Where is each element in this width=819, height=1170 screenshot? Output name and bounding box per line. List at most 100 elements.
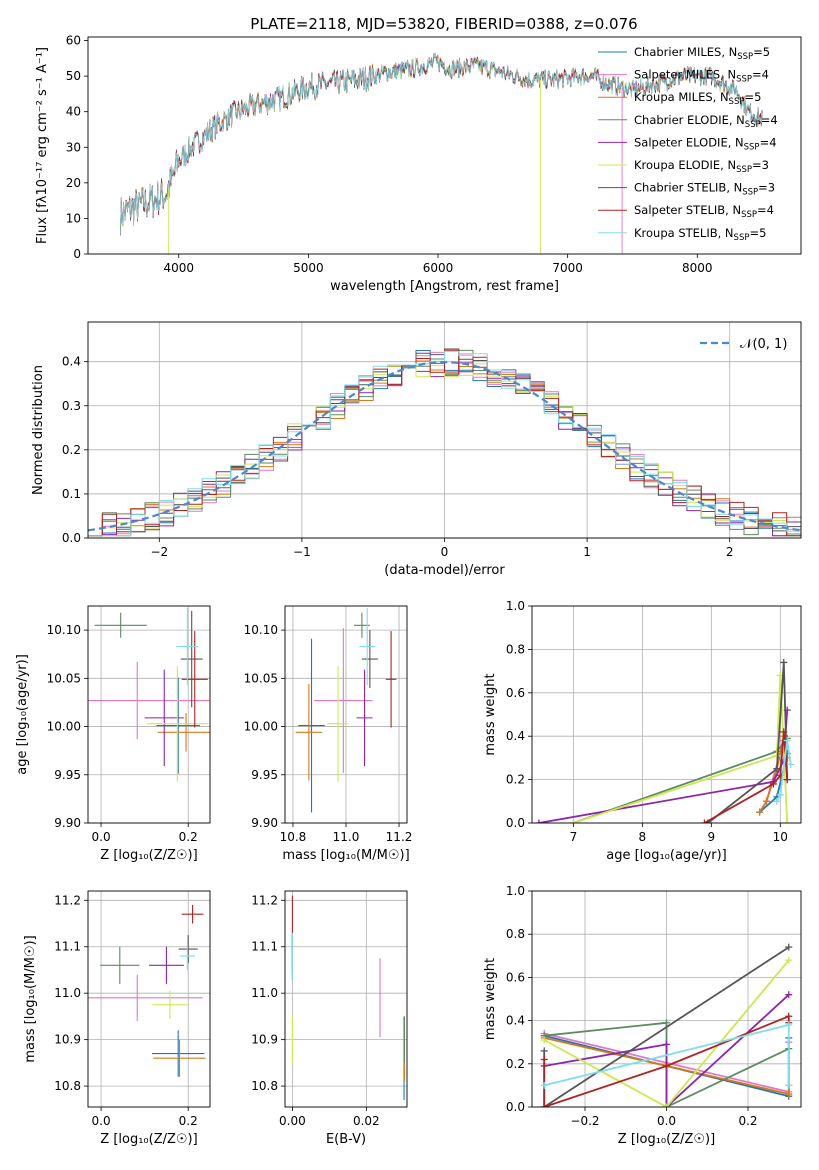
axes-frame xyxy=(531,890,802,1108)
x-tick-label: 0.2 xyxy=(738,1114,757,1128)
y-axis-label: Normed distribution xyxy=(31,365,46,495)
errorbar-point-chabrier_stelib xyxy=(178,935,198,963)
legend-entry: Salpeter MILES, NSSP=4 xyxy=(634,68,769,85)
y-tick-label: 10.00 xyxy=(244,720,278,734)
y-tick-label: 10.05 xyxy=(244,671,278,685)
panel-mass_vs_ebv: 0.00 0.02 10.8 10.9 11.0 11.1 11.2 E(B-V) xyxy=(251,890,408,1147)
histogram-kroupa_stelib xyxy=(88,350,801,537)
x-tick-label: 7 xyxy=(570,830,578,844)
x-axis-label: mass [log₁₀(M/M☉)] xyxy=(282,848,409,863)
errorbar-point-kroupa_miles xyxy=(295,684,323,781)
plot-area xyxy=(291,895,405,1101)
weight-marker xyxy=(785,956,793,964)
x-tick-label: 8 xyxy=(639,830,647,844)
weight-marker xyxy=(663,1062,670,1070)
y-tick-label: 0.4 xyxy=(506,1014,525,1028)
axes-frame xyxy=(87,321,802,539)
panel-age_vs_Z: 0.0 0.2 9.90 9.95 10.00 10.05 10.10 Z [log₁₀(Z/… xyxy=(15,605,211,863)
weight-marker xyxy=(756,808,764,816)
x-axis-label: Z [log₁₀(Z/Z☉)] xyxy=(100,848,197,863)
y-tick-label: 0.2 xyxy=(506,773,525,787)
y-tick-label: 30 xyxy=(66,140,81,154)
plot-area xyxy=(295,607,397,813)
y-tick-label: 9.95 xyxy=(251,768,278,782)
y-axis-label-main: mass weight xyxy=(483,958,498,1040)
x-axis-label: age [log₁₀(age/yr)] xyxy=(606,848,727,863)
x-tick-label: 2 xyxy=(726,545,734,559)
y-axis-label-main: age [log₁₀(age/yr)] xyxy=(15,654,30,775)
weight-line xyxy=(573,675,789,823)
axes-frame xyxy=(531,605,802,824)
y-tick-label: 10.00 xyxy=(47,720,81,734)
plot-area xyxy=(88,904,206,1077)
y-tick-label: 1.0 xyxy=(506,884,525,898)
x-tick-label: 8000 xyxy=(682,261,713,275)
errorbar-point-salpeter_stelib xyxy=(385,631,397,728)
errorbar-point-kroupa_stelib xyxy=(359,607,376,686)
y-tick-label: 0.3 xyxy=(62,399,81,413)
plot-area xyxy=(88,348,801,537)
panel-residuals: −2 −1 0 1 2 0.0 0.1 0.2 0.3 0.4 (data-model)/error… xyxy=(31,321,802,578)
y-tick-label: 50 xyxy=(66,69,81,83)
panel-weight_vs_age: 7 8 9 10 0.0 0.2 0.4 0.6 0.8 1.0 age [log₁₀(age/yr… xyxy=(483,599,802,863)
legend-entry: Chabrier MILES, NSSP=5 xyxy=(634,45,770,62)
normal-curve xyxy=(88,360,801,532)
y-tick-label: 9.95 xyxy=(54,768,81,782)
weight-series-kroupa_stelib xyxy=(540,1021,793,1089)
y-axis-label-main: mass [log₁₀(M/M☉)] xyxy=(23,935,38,1062)
errorbar-point-kroupa_miles xyxy=(153,1039,206,1077)
y-tick-label: 0.8 xyxy=(506,642,525,656)
y-tick-label: 10.9 xyxy=(251,1033,278,1047)
x-axis-label: Z [log₁₀(Z/Z☉)] xyxy=(618,1132,715,1147)
errorbar-point-salpeter_miles xyxy=(314,628,373,773)
errorbar-point-chabrier_miles xyxy=(152,1030,205,1077)
x-tick-label: 1 xyxy=(583,545,591,559)
weight-marker xyxy=(785,1081,793,1089)
axes-frame xyxy=(87,605,211,824)
x-axis-label: E(B-V) xyxy=(326,1132,366,1147)
errorbar-point-salpeter_stelib xyxy=(181,631,208,728)
y-tick-label: 0.6 xyxy=(506,970,525,984)
x-tick-label: 5000 xyxy=(293,261,324,275)
plot-area xyxy=(88,607,210,782)
weight-marker xyxy=(776,791,784,799)
weight-marker xyxy=(773,797,781,805)
legend: Chabrier MILES, NSSP=5 Salpeter MILES, NS… xyxy=(598,45,778,243)
y-tick-label: 60 xyxy=(66,34,81,48)
y-tick-label: 10 xyxy=(66,211,81,225)
errorbar-point-kroupa_miles xyxy=(157,713,210,752)
y-tick-label: 10.8 xyxy=(251,1079,278,1093)
weight-line xyxy=(707,662,789,823)
errorbar-point-chabrier_elodie xyxy=(100,946,140,984)
weight-marker xyxy=(535,819,543,823)
y-tick-label: 11.2 xyxy=(251,893,278,907)
y-axis-label: Flux [fλ10⁻¹⁷ erg cm⁻² s⁻¹ A⁻¹] xyxy=(35,47,50,244)
panel-spectrum: 4000 5000 6000 7000 8000 0 10 20 30 40 50 60 wavelen… xyxy=(35,34,802,294)
y-tick-label: 11.1 xyxy=(251,940,278,954)
legend: 𝒩(0, 1) xyxy=(700,337,787,352)
y-axis-label: age [log₁₀(age/yr)] xyxy=(15,654,30,775)
grid xyxy=(88,891,210,1107)
x-tick-label: 0.0 xyxy=(92,1114,111,1128)
weight-marker xyxy=(569,819,577,823)
legend-entry: Salpeter ELODIE, NSSP=4 xyxy=(634,135,777,152)
x-tick-label: 4000 xyxy=(163,261,194,275)
legend-entry: Kroupa STELIB, NSSP=5 xyxy=(634,226,766,243)
y-tick-label: 0.2 xyxy=(506,1057,525,1071)
weight-marker xyxy=(780,728,788,736)
y-tick-label: 0.0 xyxy=(62,531,81,545)
weight-series-salpeter_stelib xyxy=(700,728,791,823)
y-tick-label: 10.8 xyxy=(54,1079,81,1093)
weight-marker xyxy=(783,776,791,784)
errorbar-point-salpeter_miles xyxy=(88,974,203,1022)
weight-marker xyxy=(663,1019,670,1027)
errorbar-point-salpeter_elodie xyxy=(356,669,373,767)
y-tick-label: 11.2 xyxy=(54,893,81,907)
y-tick-label: 10.9 xyxy=(54,1033,81,1047)
weight-marker xyxy=(540,1036,548,1044)
figure-title: PLATE=2118, MJD=53820, FIBERID=0388, z=0… xyxy=(250,15,637,33)
x-tick-label: 10 xyxy=(773,830,788,844)
y-tick-label: 0.1 xyxy=(62,487,81,501)
weight-marker xyxy=(787,760,795,768)
